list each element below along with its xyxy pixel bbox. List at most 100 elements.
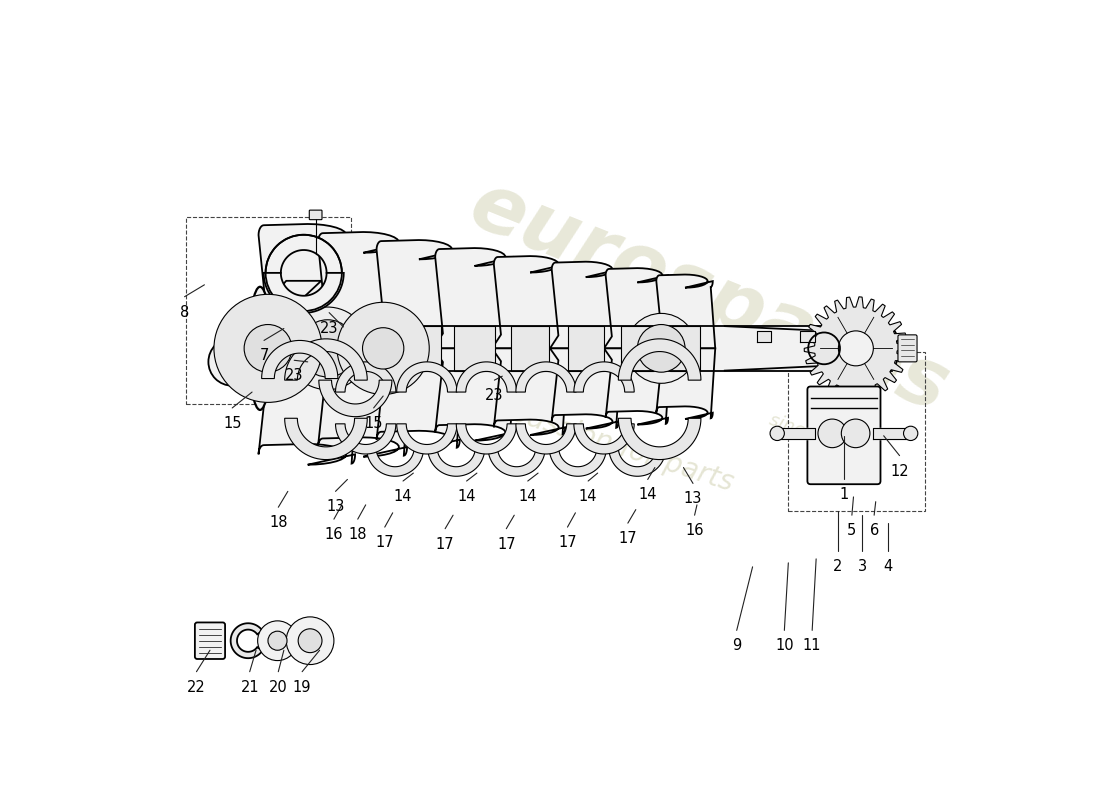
Text: 17: 17 bbox=[436, 537, 454, 552]
Polygon shape bbox=[516, 362, 576, 392]
Circle shape bbox=[299, 320, 356, 377]
Polygon shape bbox=[265, 234, 342, 273]
Text: 14: 14 bbox=[394, 489, 412, 504]
Text: 12: 12 bbox=[890, 463, 909, 478]
Polygon shape bbox=[262, 341, 338, 378]
Polygon shape bbox=[256, 224, 360, 348]
Text: 3: 3 bbox=[858, 559, 867, 574]
Circle shape bbox=[637, 325, 685, 372]
Text: 13: 13 bbox=[327, 499, 344, 514]
Text: 21: 21 bbox=[241, 680, 258, 694]
Polygon shape bbox=[366, 448, 424, 476]
Polygon shape bbox=[574, 424, 635, 454]
Circle shape bbox=[818, 419, 847, 448]
Polygon shape bbox=[336, 424, 396, 454]
Ellipse shape bbox=[265, 301, 283, 396]
Polygon shape bbox=[604, 268, 671, 348]
Polygon shape bbox=[550, 348, 622, 429]
Text: 10: 10 bbox=[776, 638, 794, 654]
Text: 15: 15 bbox=[223, 416, 242, 431]
Circle shape bbox=[244, 325, 292, 372]
Circle shape bbox=[337, 302, 429, 394]
Text: 23: 23 bbox=[285, 368, 304, 383]
Text: 15: 15 bbox=[364, 416, 383, 431]
Text: 17: 17 bbox=[558, 535, 576, 550]
Polygon shape bbox=[618, 339, 701, 380]
Polygon shape bbox=[550, 262, 622, 348]
Ellipse shape bbox=[249, 286, 272, 410]
FancyBboxPatch shape bbox=[898, 335, 917, 362]
Polygon shape bbox=[433, 248, 516, 348]
Text: 17: 17 bbox=[497, 537, 516, 552]
Circle shape bbox=[214, 294, 322, 402]
Bar bbox=[282, 326, 333, 370]
Text: 16: 16 bbox=[324, 527, 343, 542]
FancyBboxPatch shape bbox=[309, 210, 322, 220]
Circle shape bbox=[770, 426, 784, 441]
Text: 18: 18 bbox=[270, 515, 287, 530]
Bar bbox=[568, 326, 604, 370]
Polygon shape bbox=[574, 362, 635, 392]
Polygon shape bbox=[488, 448, 546, 476]
Text: 23: 23 bbox=[485, 388, 504, 403]
Text: 6: 6 bbox=[869, 523, 879, 538]
Circle shape bbox=[257, 621, 297, 661]
FancyBboxPatch shape bbox=[195, 622, 226, 659]
Text: 14: 14 bbox=[458, 489, 476, 504]
Polygon shape bbox=[374, 348, 463, 449]
Circle shape bbox=[842, 419, 870, 448]
Text: 4: 4 bbox=[883, 559, 892, 574]
Bar bbox=[454, 326, 495, 370]
Circle shape bbox=[363, 328, 404, 369]
Polygon shape bbox=[618, 418, 701, 459]
Polygon shape bbox=[374, 240, 463, 348]
Polygon shape bbox=[604, 348, 671, 425]
Text: 17: 17 bbox=[375, 535, 394, 550]
Text: a passion for parts: a passion for parts bbox=[482, 390, 737, 497]
Polygon shape bbox=[492, 256, 569, 348]
Text: 8: 8 bbox=[180, 305, 189, 320]
Bar bbox=[620, 326, 654, 370]
Polygon shape bbox=[316, 232, 411, 348]
Polygon shape bbox=[428, 448, 485, 476]
Bar bbox=[670, 326, 701, 370]
Polygon shape bbox=[397, 424, 458, 454]
Polygon shape bbox=[316, 348, 411, 457]
Text: 7: 7 bbox=[260, 348, 268, 363]
Polygon shape bbox=[285, 418, 367, 459]
Text: 13: 13 bbox=[684, 491, 702, 506]
Text: 9: 9 bbox=[733, 638, 741, 654]
Polygon shape bbox=[264, 273, 344, 313]
Polygon shape bbox=[231, 623, 263, 658]
Text: 20: 20 bbox=[268, 680, 288, 694]
Circle shape bbox=[838, 331, 873, 366]
Bar bbox=[512, 326, 549, 370]
Circle shape bbox=[298, 629, 322, 653]
Polygon shape bbox=[456, 362, 517, 392]
Circle shape bbox=[208, 338, 256, 386]
Circle shape bbox=[903, 426, 917, 441]
Text: 17: 17 bbox=[618, 531, 637, 546]
Polygon shape bbox=[397, 362, 458, 392]
Polygon shape bbox=[456, 424, 517, 454]
Polygon shape bbox=[654, 348, 715, 419]
Text: 23: 23 bbox=[320, 321, 339, 335]
Polygon shape bbox=[221, 281, 321, 354]
Text: 14: 14 bbox=[518, 489, 537, 504]
Text: 19: 19 bbox=[293, 680, 311, 694]
Text: 16: 16 bbox=[685, 523, 704, 538]
Polygon shape bbox=[492, 348, 569, 435]
Text: 11: 11 bbox=[803, 638, 822, 654]
Polygon shape bbox=[319, 380, 392, 417]
Polygon shape bbox=[608, 448, 666, 476]
Text: 22: 22 bbox=[187, 680, 206, 694]
Polygon shape bbox=[516, 424, 576, 454]
Polygon shape bbox=[285, 339, 367, 380]
Polygon shape bbox=[804, 297, 908, 400]
Circle shape bbox=[286, 307, 368, 390]
Text: 1: 1 bbox=[839, 487, 848, 502]
Bar bbox=[340, 326, 387, 370]
Polygon shape bbox=[549, 448, 606, 476]
Ellipse shape bbox=[884, 330, 899, 367]
Text: 5: 5 bbox=[847, 523, 857, 538]
